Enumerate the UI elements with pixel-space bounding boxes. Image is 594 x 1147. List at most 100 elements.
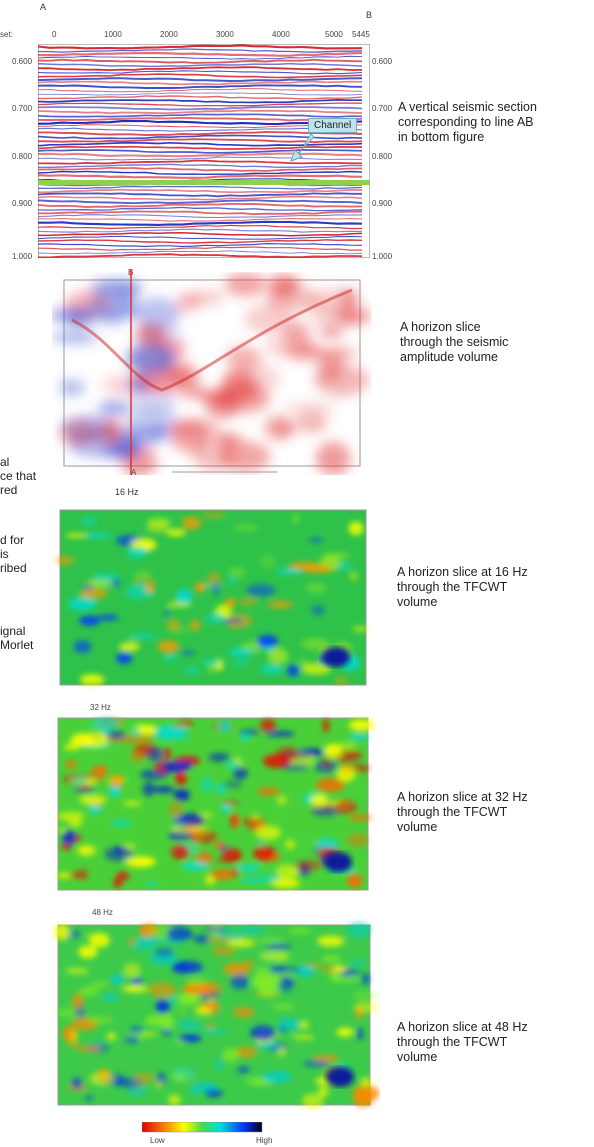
blob (79, 986, 98, 996)
blob (285, 403, 335, 415)
blob (68, 1039, 80, 1050)
blob (331, 965, 347, 972)
caption-line: volume (397, 820, 438, 834)
blob (311, 805, 339, 817)
blob (194, 1006, 212, 1016)
text-fragment: is (0, 547, 9, 561)
freq-label: 16 Hz (115, 487, 139, 497)
text-fragment: ce that (0, 469, 37, 483)
time-tick-label: 0.600 (372, 57, 393, 66)
reflector (38, 188, 363, 194)
blob (198, 981, 222, 997)
time-tick-label: 1.000 (12, 252, 33, 261)
blob (309, 537, 323, 543)
blob (85, 1094, 93, 1102)
blob (57, 811, 85, 821)
amplitude-slice (52, 270, 374, 475)
time-tick-label: 0.900 (12, 199, 33, 208)
freq-label: 32 Hz (90, 703, 111, 712)
blob (112, 1081, 125, 1087)
dark-spot (326, 1067, 354, 1087)
reflector (38, 242, 363, 248)
dark-spot (324, 852, 352, 872)
x-tick-label: 4000 (272, 30, 290, 39)
caption-line: A horizon slice at 48 Hz (397, 1020, 528, 1034)
caption-line: through the seismic (400, 335, 509, 349)
reflector (38, 130, 363, 137)
blob (170, 420, 209, 453)
blob (104, 846, 134, 862)
blob (154, 946, 174, 958)
blob (146, 522, 171, 533)
blob (111, 820, 132, 827)
blob (323, 755, 331, 769)
blob (216, 928, 245, 941)
caption-line: through the TFCWT (397, 1035, 508, 1049)
blob (292, 513, 300, 524)
blob (155, 1080, 164, 1087)
blob (231, 868, 239, 877)
blob (131, 978, 143, 985)
time-tick-label: 0.700 (372, 104, 393, 113)
blob (99, 401, 130, 416)
reflector (38, 228, 363, 233)
blob (161, 1027, 173, 1037)
blob (353, 1001, 378, 1013)
reflector (38, 170, 363, 176)
blob (205, 613, 226, 624)
blob (145, 582, 155, 593)
reflector (38, 102, 363, 107)
x-tick-label: 1000 (104, 30, 122, 39)
reflector (38, 195, 363, 201)
blob (348, 521, 364, 536)
blob (310, 793, 328, 807)
blob (334, 677, 349, 684)
blob (229, 566, 245, 579)
blob (333, 800, 357, 814)
blob (259, 951, 289, 962)
blob (175, 772, 187, 786)
blob (65, 968, 89, 975)
blob (89, 1072, 115, 1086)
reflector (38, 206, 363, 212)
blob (119, 642, 140, 651)
reflector (38, 84, 363, 89)
reflector (38, 92, 363, 96)
blob (193, 934, 210, 944)
blob (348, 813, 372, 822)
blob (174, 960, 203, 974)
blob (86, 1015, 115, 1025)
callout-arrow (290, 134, 315, 162)
blob (59, 379, 85, 396)
blob (195, 581, 206, 593)
blob (107, 776, 127, 785)
blob (168, 801, 183, 818)
x-tick-label: 5445 (352, 30, 370, 39)
blob (131, 749, 144, 764)
blob (107, 1032, 116, 1041)
blob (56, 1008, 80, 1018)
blob (277, 421, 296, 436)
blob (72, 787, 96, 793)
text-fragment: d for (0, 533, 25, 547)
blob (276, 568, 303, 575)
caption-line: in bottom figure (398, 130, 485, 144)
blob (271, 1003, 295, 1010)
blob (129, 1026, 143, 1033)
blob (348, 719, 375, 731)
blob (346, 833, 369, 847)
blob (212, 581, 220, 597)
blob (264, 645, 275, 652)
blob (260, 553, 276, 569)
blob (322, 955, 342, 962)
reflector (38, 156, 363, 161)
arrow-shape (290, 134, 315, 162)
blob (166, 926, 192, 942)
blob (79, 674, 105, 686)
blob (295, 413, 327, 432)
blob (200, 1029, 230, 1034)
blob (220, 804, 232, 813)
blob (257, 937, 285, 944)
blob (129, 633, 157, 639)
